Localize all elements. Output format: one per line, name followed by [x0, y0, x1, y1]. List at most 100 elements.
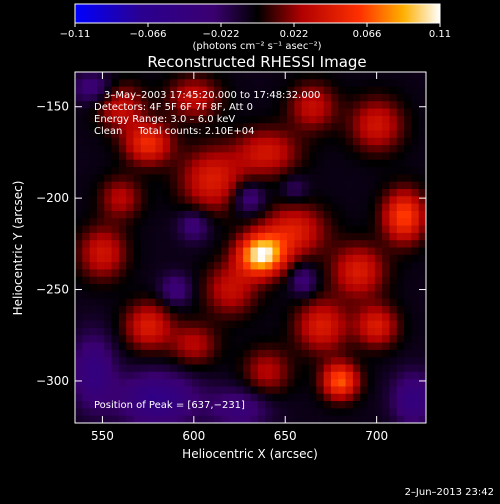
- heatmap-cell: [374, 123, 383, 131]
- heatmap-cell: [374, 379, 383, 387]
- heatmap-cell: [213, 137, 222, 146]
- heatmap-cell: [199, 232, 208, 241]
- heatmap-cell: [330, 393, 339, 402]
- heatmap-cell: [352, 86, 361, 95]
- heatmap-cell: [323, 306, 332, 314]
- heatmap-cell: [294, 159, 303, 168]
- heatmap-cell: [162, 240, 171, 248]
- heatmap-cell: [301, 145, 310, 153]
- heatmap-cell: [257, 210, 266, 219]
- heatmap-cell: [133, 225, 142, 234]
- heatmap-cell: [257, 181, 266, 190]
- heatmap-cell: [199, 298, 208, 307]
- heatmap-cell: [118, 210, 127, 219]
- heatmap-cell: [118, 298, 127, 307]
- heatmap-cell: [338, 284, 346, 292]
- heatmap-cell: [221, 137, 229, 146]
- heatmap-cell: [404, 93, 412, 102]
- heatmap-cell: [82, 167, 91, 175]
- heatmap-cell: [382, 159, 390, 168]
- heatmap-cell: [418, 93, 427, 102]
- heatmap-cell: [294, 306, 303, 314]
- heatmap-cell: [316, 284, 325, 292]
- heatmap-cell: [192, 415, 200, 424]
- heatmap-cell: [170, 225, 178, 234]
- heatmap-cell: [389, 327, 398, 336]
- heatmap-cell: [184, 196, 193, 205]
- heatmap-cell: [89, 386, 98, 395]
- heatmap-cell: [316, 167, 325, 175]
- heatmap-cell: [96, 306, 105, 314]
- heatmap-cell: [111, 167, 120, 175]
- heatmap-cell: [272, 284, 281, 292]
- heatmap-cell: [345, 108, 354, 117]
- heatmap-cell: [243, 386, 251, 395]
- heatmap-cell: [404, 86, 412, 95]
- heatmap-cell: [411, 364, 420, 373]
- heatmap-cell: [301, 240, 310, 248]
- heatmap-cell: [206, 93, 215, 102]
- heatmap-cell: [265, 196, 273, 205]
- heatmap-cell: [213, 327, 222, 336]
- heatmap-cell: [301, 313, 310, 322]
- heatmap-cell: [184, 181, 193, 190]
- heatmap-cell: [96, 232, 105, 241]
- heatmap-cell: [206, 262, 215, 270]
- heatmap-cell: [411, 137, 420, 146]
- heatmap-cell: [316, 210, 325, 219]
- heatmap-cell: [367, 379, 376, 387]
- heatmap-cell: [75, 145, 83, 153]
- heatmap-cell: [111, 276, 120, 285]
- heatmap-cell: [155, 357, 164, 365]
- heatmap-cell: [155, 254, 164, 263]
- heatmap-cell: [257, 254, 266, 263]
- heatmap-cell: [126, 291, 134, 300]
- heatmap-cell: [243, 298, 251, 307]
- heatmap-cell: [118, 196, 127, 205]
- heatmap-cell: [301, 108, 310, 117]
- heatmap-cell: [279, 276, 288, 285]
- heatmap-cell: [199, 262, 208, 270]
- heatmap-cell: [345, 262, 354, 270]
- heatmap-cell: [235, 357, 244, 365]
- heatmap-cell: [265, 123, 273, 131]
- heatmap-cell: [104, 342, 112, 351]
- heatmap-cell: [309, 167, 317, 175]
- heatmap-cell: [177, 313, 186, 322]
- heatmap-cell: [294, 189, 303, 197]
- heatmap-cell: [250, 298, 259, 307]
- heatmap-cell: [162, 364, 171, 373]
- heatmap-cell: [396, 152, 405, 161]
- heatmap-cell: [243, 181, 251, 190]
- heatmap-cell: [133, 115, 142, 124]
- heatmap-cell: [338, 357, 346, 365]
- heatmap-cell: [257, 306, 266, 314]
- heatmap-cell: [265, 79, 273, 88]
- heatmap-cell: [75, 357, 83, 365]
- heatmap-cell: [367, 174, 376, 183]
- heatmap-cell: [389, 101, 398, 109]
- heatmap-cell: [250, 115, 259, 124]
- heatmap-cell: [162, 196, 171, 205]
- heatmap-cell: [360, 393, 368, 402]
- heatmap-cell: [352, 108, 361, 117]
- heatmap-cell: [96, 137, 105, 146]
- heatmap-cell: [330, 115, 339, 124]
- heatmap-cell: [82, 291, 91, 300]
- heatmap-cell: [155, 101, 164, 109]
- heatmap-cell: [133, 152, 142, 161]
- heatmap-cell: [82, 342, 91, 351]
- heatmap-cell: [279, 181, 288, 190]
- heatmap-cell: [170, 379, 178, 387]
- heatmap-cell: [257, 357, 266, 365]
- heatmap-cell: [75, 167, 83, 175]
- heatmap-cell: [309, 152, 317, 161]
- heatmap-cell: [162, 276, 171, 285]
- heatmap-cell: [111, 357, 120, 365]
- heatmap-cell: [82, 327, 91, 336]
- heatmap-cell: [75, 159, 83, 168]
- heatmap-cell: [396, 349, 405, 358]
- heatmap-cell: [330, 327, 339, 336]
- heatmap-cell: [389, 371, 398, 380]
- heatmap-cell: [126, 137, 134, 146]
